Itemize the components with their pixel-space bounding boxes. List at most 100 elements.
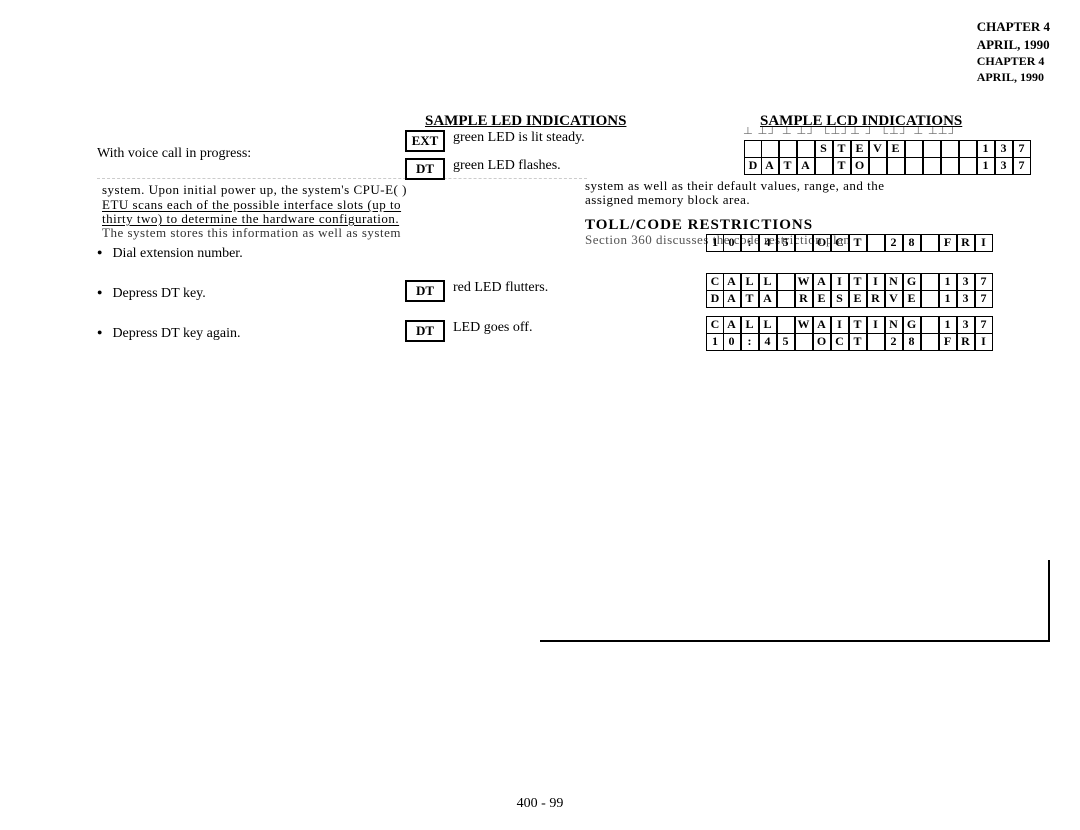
lcd-cell: T xyxy=(779,157,797,175)
lcd-cell: C xyxy=(831,333,849,351)
hdr-date-a: APRIL, 1990 xyxy=(977,36,1050,54)
lcd-cell xyxy=(921,316,939,334)
lcd-cell: W xyxy=(795,316,813,334)
lcd-cell: 1 xyxy=(939,290,957,308)
lcd-cell: 8 xyxy=(903,234,921,252)
lcd-cell: 1 xyxy=(706,234,724,252)
frag-sys-1: system. Upon initial power up, the syste… xyxy=(102,182,407,198)
lcd-partial-top-edge: ┴ ┴┘ ┴ ┴┘ └┴┘┴ ┘ └┴┘ ┴ ┴┴┘ xyxy=(744,128,958,140)
lcd-cell: I xyxy=(975,234,993,252)
lcd-cell xyxy=(923,140,941,158)
lcd-cell: T xyxy=(849,316,867,334)
lcd-cell: : xyxy=(741,234,759,252)
lcd-cell xyxy=(795,234,813,252)
lcd-cell: A xyxy=(723,273,741,291)
lcd-cell xyxy=(923,157,941,175)
lcd-cell: E xyxy=(813,290,831,308)
lcd-cell: 1 xyxy=(939,273,957,291)
lcd-cell: 3 xyxy=(957,273,975,291)
lcd-row: DATATO137 xyxy=(744,158,1032,176)
lcd-cell xyxy=(921,290,939,308)
lcd-cell: A xyxy=(761,157,779,175)
header-block: CHAPTER 4 APRIL, 1990 CHAPTER 4 APRIL, 1… xyxy=(977,18,1050,85)
lcd-cell: T xyxy=(833,140,851,158)
led-dt3-text: LED goes off. xyxy=(453,320,532,336)
frame-rule-vert xyxy=(1048,560,1050,642)
lcd-cell xyxy=(779,140,797,158)
lcd-cell: 8 xyxy=(903,333,921,351)
lcd-cell xyxy=(744,140,762,158)
bullet-depress-dt-again: Depress DT key again. xyxy=(97,326,240,342)
lcd-cell xyxy=(921,333,939,351)
lcd-cell xyxy=(887,157,905,175)
lcd-cell: 7 xyxy=(1013,157,1031,175)
lcd-cell: I xyxy=(831,316,849,334)
led-ext-text: green LED is lit steady. xyxy=(453,130,585,146)
lcd-cell: T xyxy=(849,333,867,351)
lcd-cell xyxy=(815,157,833,175)
lcd-cell xyxy=(959,157,977,175)
lcd-cell: I xyxy=(975,333,993,351)
lcd-cell: 4 xyxy=(759,333,777,351)
lcd-cell: N xyxy=(885,316,903,334)
led-dt1-text: green LED flashes. xyxy=(453,158,561,174)
frag-right-2: assigned memory block area. xyxy=(585,192,750,208)
lcd-cell: 7 xyxy=(975,316,993,334)
lcd-cell: C xyxy=(706,316,724,334)
lcd-cell: E xyxy=(849,290,867,308)
lcd-cell: 0 xyxy=(723,333,741,351)
frame-rule-right xyxy=(540,640,1050,642)
lcd-cell: C xyxy=(706,273,724,291)
led-dt3-box: DT xyxy=(405,320,445,342)
lcd-cell xyxy=(867,333,885,351)
footer-page-number: 400 - 99 xyxy=(0,796,1080,812)
lcd-cell: E xyxy=(903,290,921,308)
lcd-cell: E xyxy=(887,140,905,158)
hdr-chapter-a: CHAPTER 4 xyxy=(977,18,1050,36)
lcd-cell: L xyxy=(741,316,759,334)
lcd-cell xyxy=(867,234,885,252)
hdr-date-b: APRIL, 1990 xyxy=(977,69,1050,85)
lcd-cell: 5 xyxy=(777,333,795,351)
lcd-cell: 4 xyxy=(759,234,777,252)
lcd-cell: F xyxy=(939,333,957,351)
lcd-cell xyxy=(905,157,923,175)
lcd-cell: S xyxy=(815,140,833,158)
bullet-depress-dt: Depress DT key. xyxy=(97,286,206,302)
led-dt2-text: red LED flutters. xyxy=(453,280,548,296)
lcd-cell: : xyxy=(741,333,759,351)
lcd-cell xyxy=(777,273,795,291)
lcd-cell: C xyxy=(831,234,849,252)
lcd-cell: V xyxy=(869,140,887,158)
bullet-dial-ext: Dial extension number. xyxy=(97,246,243,262)
lcd-cell: T xyxy=(849,234,867,252)
lcd-cell: 7 xyxy=(975,290,993,308)
led-dt2-box: DT xyxy=(405,280,445,302)
lcd-cell xyxy=(761,140,779,158)
lcd-cell: G xyxy=(903,273,921,291)
lcd-cell: 1 xyxy=(706,333,724,351)
lcd-row: CALLWAITING137 xyxy=(706,273,994,291)
lcd-cell: 7 xyxy=(975,273,993,291)
lcd-cell xyxy=(797,140,815,158)
lcd-cell xyxy=(959,140,977,158)
led-dt1-row: DT green LED flashes. xyxy=(405,158,561,180)
lcd-cell: T xyxy=(849,273,867,291)
lcd-cell xyxy=(941,157,959,175)
lcd-cell xyxy=(921,234,939,252)
lcd-cell: W xyxy=(795,273,813,291)
lcd-cell: 1 xyxy=(939,316,957,334)
lcd-top-grid: STEVE137DATATO137 xyxy=(744,140,1032,176)
lcd-cell: T xyxy=(741,290,759,308)
lcd-cell: 2 xyxy=(885,234,903,252)
lcd-row: 10:45OCT28FRI xyxy=(706,234,994,252)
lcd-cell: 3 xyxy=(957,290,975,308)
lcd-cell: L xyxy=(741,273,759,291)
lcd-cell: S xyxy=(831,290,849,308)
lcd-cell: R xyxy=(957,234,975,252)
lcd-cell: I xyxy=(867,273,885,291)
page-container: CHAPTER 4 APRIL, 1990 CHAPTER 4 APRIL, 1… xyxy=(0,0,1080,830)
led-dt3-row: DT LED goes off. xyxy=(405,320,532,342)
lcd-cell: D xyxy=(706,290,724,308)
led-section-title: SAMPLE LED INDICATIONS xyxy=(425,113,626,130)
